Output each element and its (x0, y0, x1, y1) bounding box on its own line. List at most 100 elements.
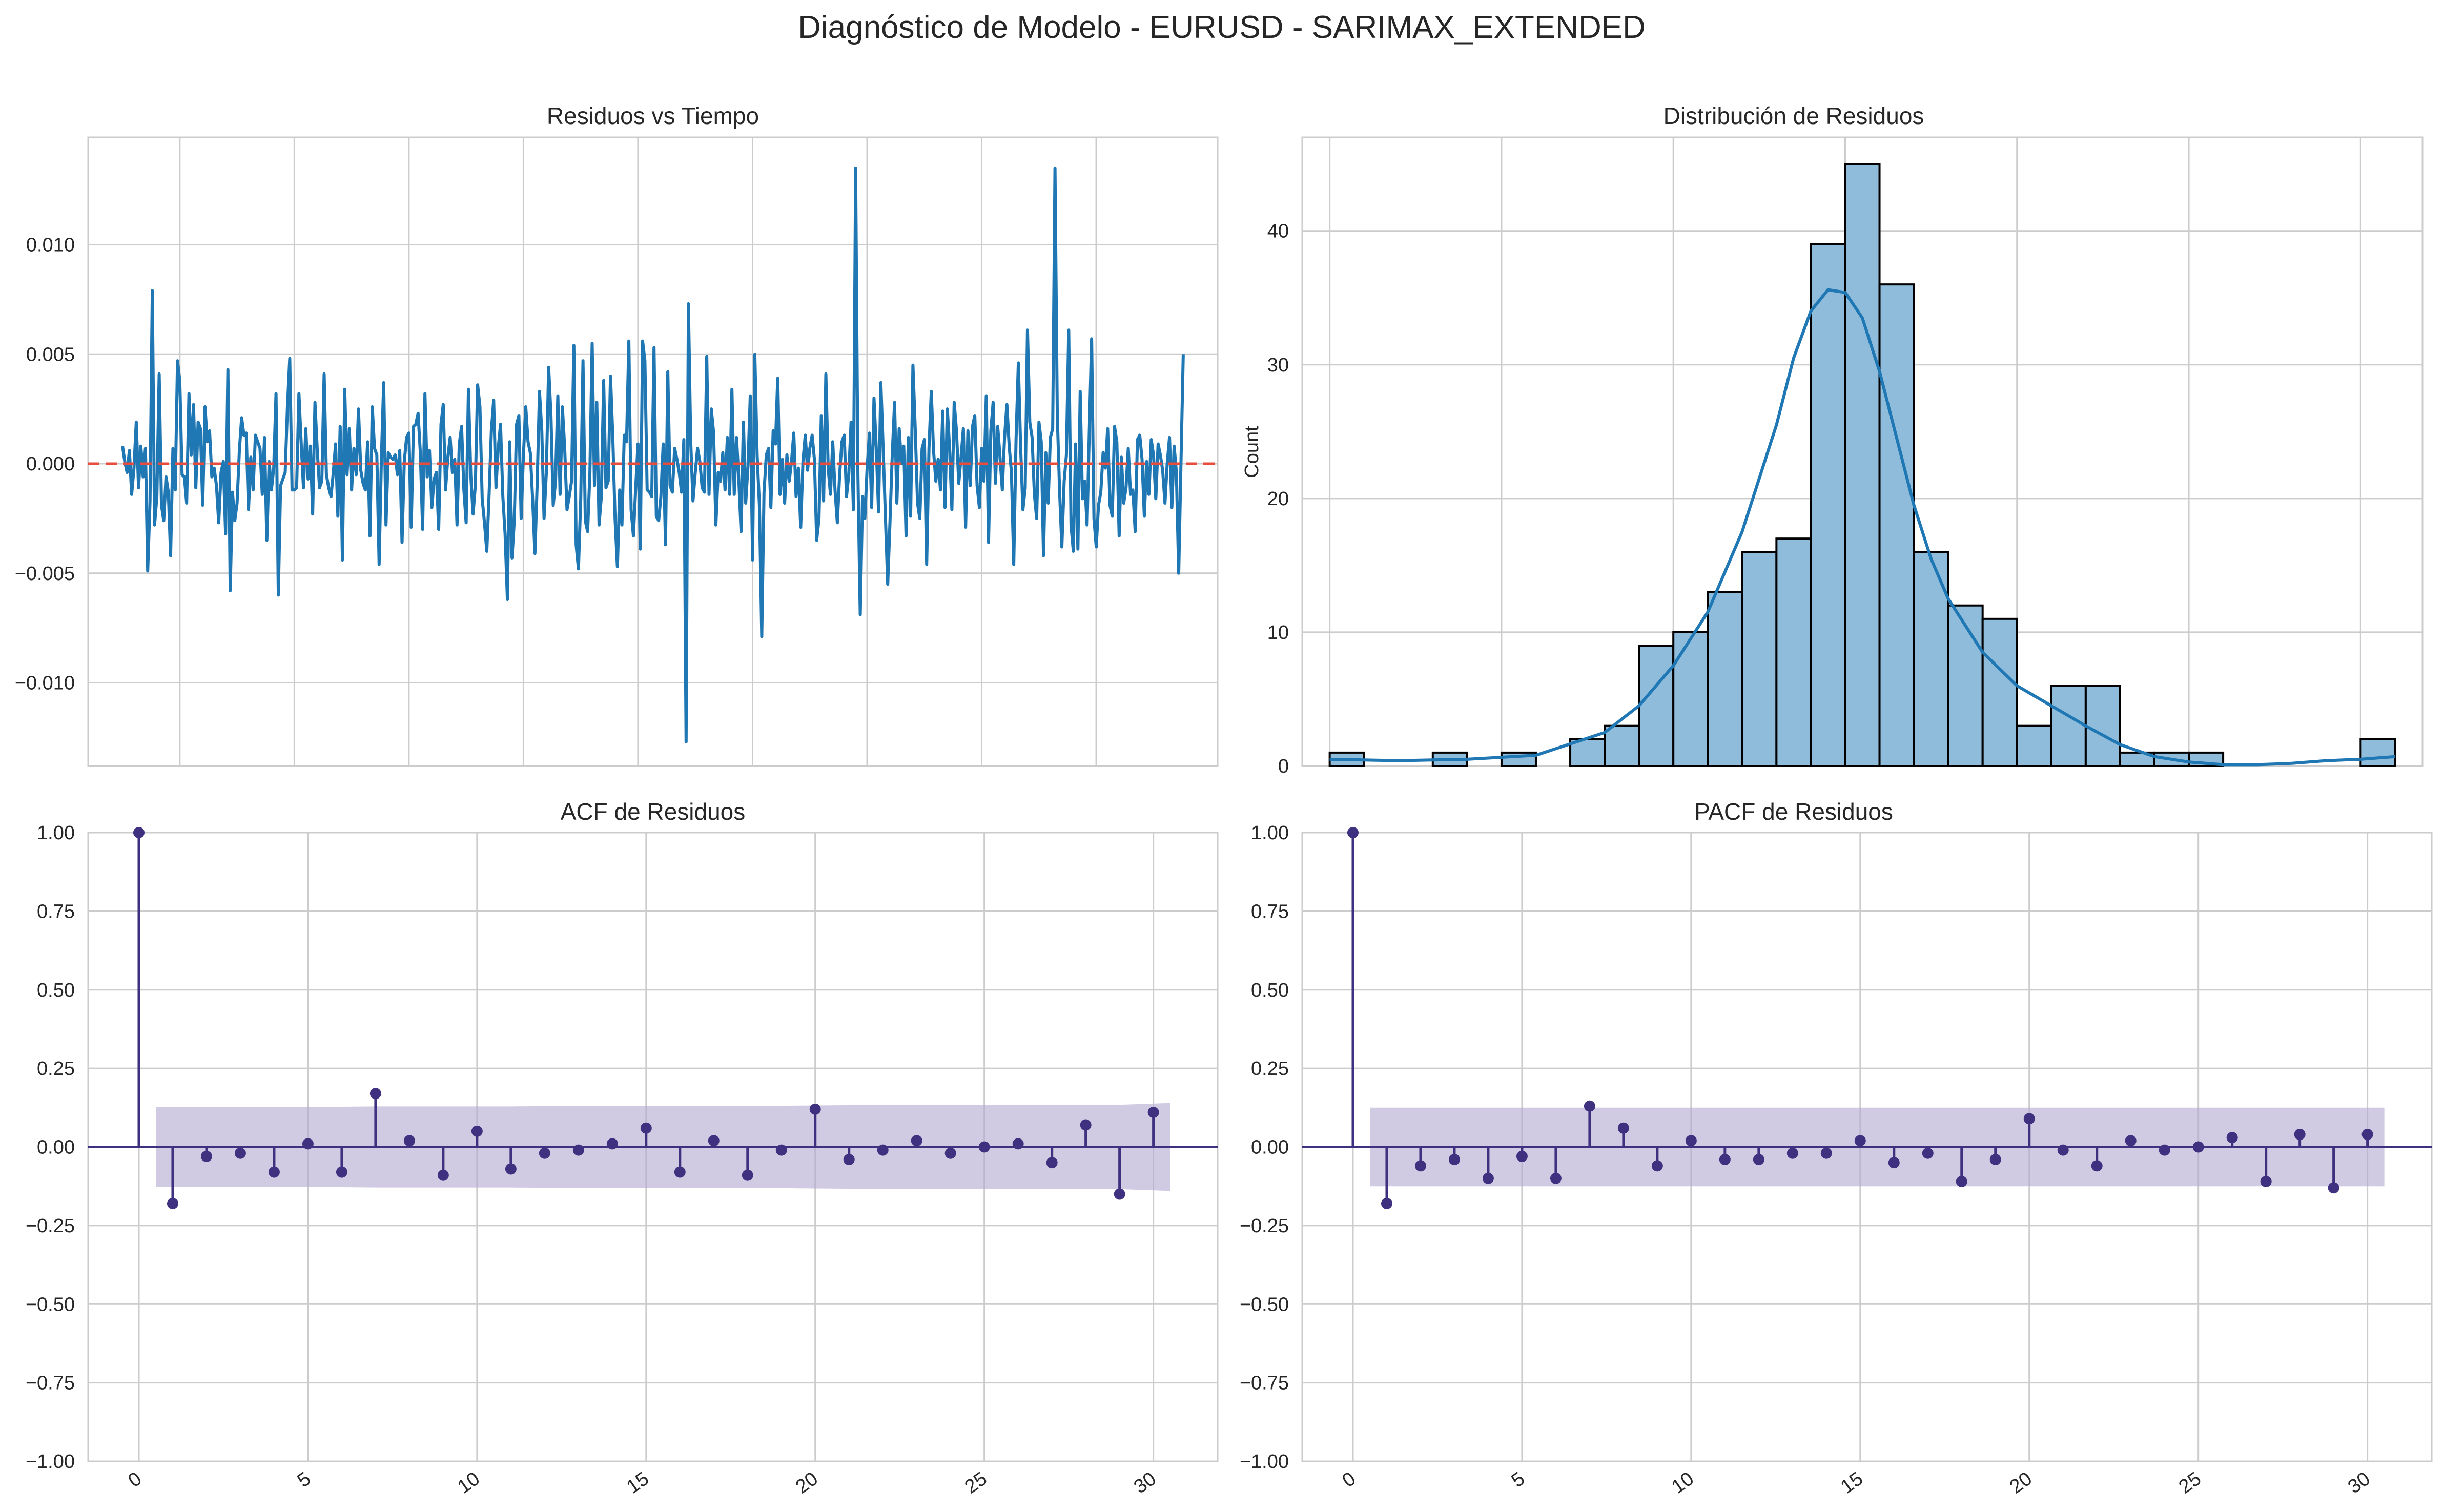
residuals-ytick-label: 0.005 (26, 344, 75, 365)
pacf-xtick-label: 5 (1508, 1468, 1529, 1492)
pacf-point (1482, 1172, 1494, 1184)
pacf-point (2125, 1135, 2137, 1147)
pacf-point (1719, 1154, 1731, 1166)
acf-point (1046, 1157, 1058, 1169)
acf-point (1147, 1107, 1159, 1119)
histogram-bar (2359, 738, 2396, 767)
acf-ytick-label: 0.50 (37, 980, 75, 1001)
acf-xtick-label: 20 (792, 1468, 822, 1498)
pacf-ytick-label: 0.00 (1251, 1137, 1289, 1158)
acf-xtick-label: 15 (623, 1468, 653, 1498)
distribution-panel: Distribución de Residuos Count 0 10 20 30 40 (1241, 102, 2424, 777)
residuals-series-line (121, 166, 1185, 743)
pacf-point (2159, 1144, 2170, 1156)
histogram-bar (2016, 724, 2052, 768)
acf-point (775, 1144, 787, 1156)
pacf-point (1516, 1150, 1528, 1162)
pacf-ytick-label: −0.25 (1240, 1215, 1289, 1237)
pacf-point (1989, 1154, 2001, 1166)
acf-point (640, 1122, 652, 1134)
distribution-ylabel: Count (1241, 426, 1263, 478)
acf-point (1012, 1138, 1024, 1150)
pacf-xtick-label: 30 (2344, 1468, 2374, 1498)
pacf-point (1786, 1147, 1798, 1159)
pacf-point (1820, 1147, 1832, 1159)
histogram-bar (1947, 604, 1984, 767)
acf-point (606, 1138, 618, 1150)
acf-xtick-label: 10 (454, 1468, 484, 1498)
pacf-point (2361, 1128, 2373, 1140)
pacf-point (1651, 1160, 1663, 1172)
acf-xtick-label: 5 (294, 1468, 315, 1492)
histogram-bar (1638, 645, 1675, 768)
acf-point (234, 1147, 246, 1159)
histogram-bar (2050, 685, 2087, 767)
pacf-point (1956, 1175, 1967, 1187)
acf-xtick-label: 25 (961, 1468, 991, 1498)
acf-point (572, 1144, 584, 1156)
pacf-point (2294, 1128, 2306, 1140)
acf-point (911, 1135, 922, 1147)
acf-panel: ACF de Residuos 0 5 10 15 20 25 30 −1.00 −0.75 −0… (26, 798, 1219, 1498)
histogram-bar (1878, 283, 1915, 767)
acf-title: ACF de Residuos (561, 798, 746, 825)
acf-ytick-label: 1.00 (37, 822, 75, 844)
acf-ytick-label: 0.75 (37, 901, 75, 922)
pacf-point (2023, 1113, 2035, 1125)
acf-point (877, 1144, 889, 1156)
distribution-ytick-label: 10 (1267, 622, 1289, 644)
pacf-ytick-label: −0.50 (1240, 1294, 1289, 1315)
acf-point (437, 1169, 449, 1181)
pacf-xtick-label: 0 (1339, 1468, 1360, 1492)
pacf-point (1888, 1157, 1900, 1169)
residuals-ytick-label: −0.010 (15, 673, 75, 694)
acf-point (369, 1088, 381, 1100)
pacf-point (2260, 1175, 2272, 1187)
pacf-ytick-label: 0.25 (1251, 1058, 1289, 1080)
pacf-xtick-label: 25 (2175, 1468, 2205, 1498)
acf-ytick-label: −0.50 (26, 1294, 75, 1315)
histogram-bar (1741, 551, 1778, 767)
acf-ytick-label: −1.00 (26, 1451, 75, 1473)
acf-point (978, 1141, 990, 1153)
pacf-point (1685, 1135, 1697, 1147)
acf-point (133, 827, 145, 838)
acf-ytick-label: −0.25 (26, 1215, 75, 1237)
distribution-ytick-label: 40 (1267, 221, 1289, 242)
pacf-xtick-label: 20 (2006, 1468, 2036, 1498)
histogram-bar (1775, 537, 1812, 768)
acf-point (336, 1166, 347, 1178)
acf-point (1080, 1119, 1092, 1131)
acf-point (200, 1150, 212, 1162)
acf-ytick-label: 0.00 (37, 1137, 75, 1158)
pacf-ytick-label: 0.75 (1251, 901, 1289, 922)
acf-point (809, 1103, 821, 1115)
pacf-point (2226, 1132, 2238, 1144)
pacf-point (1414, 1160, 1426, 1172)
pacf-point (1922, 1147, 1934, 1159)
pacf-point (1753, 1154, 1764, 1166)
histogram-bar (1844, 163, 1881, 767)
pacf-point (1448, 1154, 1460, 1166)
acf-point (471, 1125, 483, 1137)
residuals-frame (87, 136, 1219, 767)
acf-point (742, 1169, 753, 1181)
histogram-bar (1604, 724, 1640, 768)
distribution-title: Distribución de Residuos (1663, 102, 1924, 129)
kde-curve (1329, 288, 2395, 767)
pacf-point (1347, 827, 1359, 838)
pacf-point (2091, 1160, 2103, 1172)
histogram-bar (1913, 551, 1949, 767)
pacf-xtick-label: 10 (1668, 1468, 1698, 1498)
acf-point (843, 1154, 855, 1166)
pacf-xtick-label: 15 (1837, 1468, 1867, 1498)
distribution-ytick-label: 30 (1267, 355, 1289, 376)
residuals-panel: Residuos vs Tiempo −0.010 −0.005 0.000 0.00… (15, 102, 1219, 767)
residuals-ytick-label: 0.010 (26, 234, 75, 256)
pacf-point (2328, 1182, 2339, 1194)
acf-point (403, 1135, 415, 1147)
pacf-ytick-label: −1.00 (1240, 1451, 1289, 1473)
acf-point (708, 1135, 720, 1147)
histogram-bar (1981, 617, 2018, 768)
